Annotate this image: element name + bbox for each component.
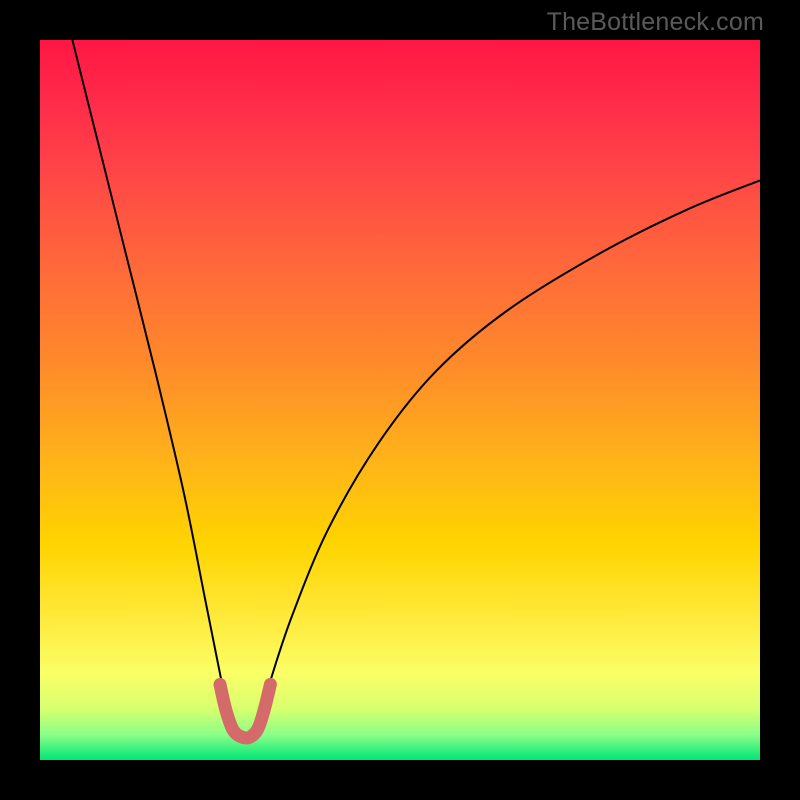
right-branch-curve [260, 180, 760, 720]
chart-frame [0, 0, 800, 800]
valley-marker [220, 684, 270, 738]
watermark-text: TheBottleneck.com [547, 8, 764, 37]
plot-area [40, 40, 760, 760]
left-branch-curve [72, 40, 230, 720]
curve-layer [40, 40, 760, 760]
